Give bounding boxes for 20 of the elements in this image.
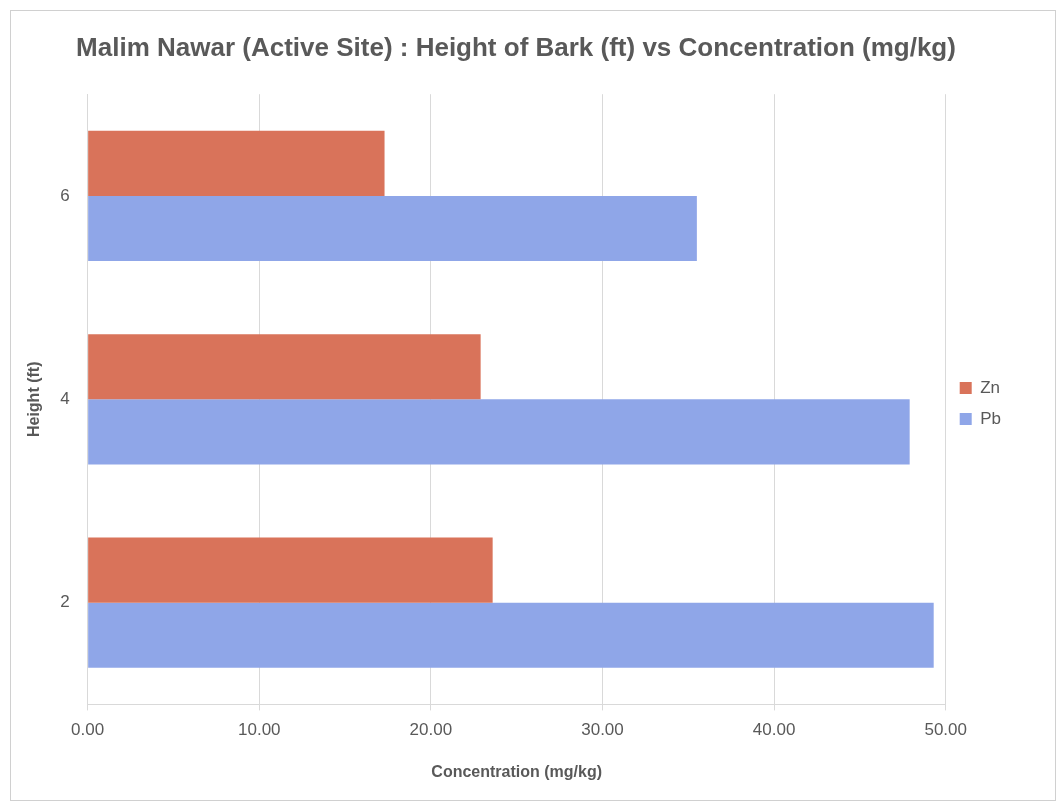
x-tick-label: 10.00 (237, 720, 281, 740)
y-tick-label: 6 (60, 185, 70, 205)
x-tick-label: 0.00 (71, 720, 105, 740)
legend-label: Pb (980, 408, 1001, 428)
bar (88, 130, 385, 196)
legend-label: Zn (980, 377, 1001, 397)
y-axis-title: Height (ft) (25, 361, 43, 438)
x-axis-title: Concentration (mg/kg) (431, 762, 603, 780)
bar (88, 334, 481, 400)
x-tick-label: 50.00 (924, 720, 967, 740)
bar (88, 602, 934, 668)
x-tick-label: 30.00 (581, 720, 624, 740)
bar (88, 537, 493, 603)
bar (88, 399, 910, 465)
x-tick-label: 40.00 (752, 720, 796, 740)
y-tick-label: 2 (60, 592, 70, 612)
x-tick-label: 20.00 (409, 720, 453, 740)
bar (88, 195, 697, 261)
y-tick-label: 4 (60, 388, 70, 408)
chart-title: Malim Nawar (Active Site) : Height of Bark (ft) vs Concentration (mg/kg) (76, 31, 956, 62)
